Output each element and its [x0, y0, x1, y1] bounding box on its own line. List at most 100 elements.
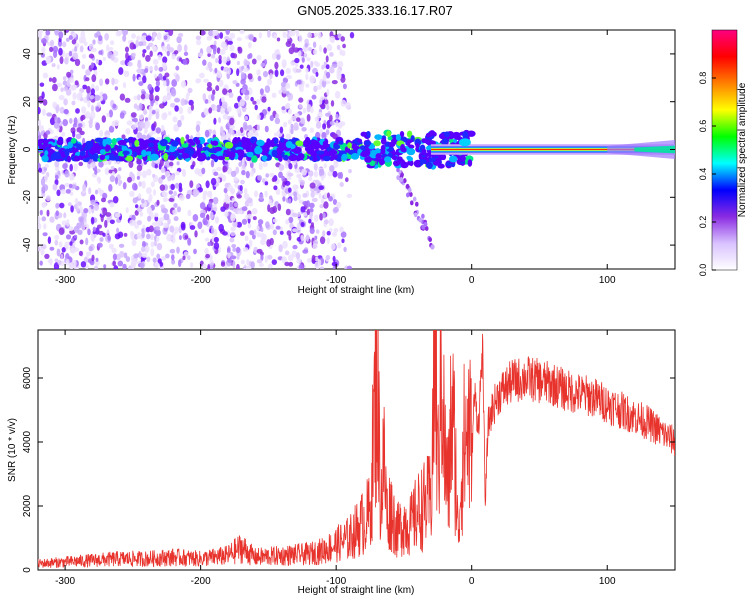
noise-cell — [146, 187, 152, 195]
noise-cell — [159, 261, 164, 267]
noise-cell — [278, 244, 283, 253]
noise-cell — [78, 250, 83, 257]
noise-cell — [257, 114, 261, 120]
band-cell — [448, 134, 454, 140]
noise-cell — [307, 32, 312, 39]
noise-cell — [54, 234, 60, 240]
noise-cell — [85, 77, 90, 82]
noise-cell — [153, 121, 157, 128]
band-cell — [168, 155, 175, 161]
noise-cell — [101, 93, 108, 101]
band-cell — [406, 148, 416, 156]
noise-cell — [72, 32, 77, 38]
noise-cell — [150, 181, 155, 188]
noise-cell — [289, 222, 294, 229]
noise-cell — [95, 58, 99, 65]
noise-cell — [282, 196, 286, 202]
noise-cell — [141, 231, 145, 238]
noise-cell — [97, 177, 102, 185]
noise-cell — [128, 160, 134, 169]
noise-cell — [51, 77, 57, 84]
noise-cell — [147, 83, 153, 91]
noise-cell — [284, 250, 290, 256]
noise-cell — [255, 132, 259, 137]
noise-cell — [264, 85, 271, 93]
band-cell — [331, 154, 338, 160]
noise-cell — [328, 196, 333, 202]
noise-cell — [237, 210, 243, 215]
noise-cell — [47, 259, 53, 264]
noise-cell — [269, 223, 274, 230]
band-cell — [322, 140, 328, 148]
noise-cell — [215, 57, 219, 64]
noise-cell — [221, 96, 225, 103]
noise-cell — [176, 161, 180, 166]
noise-cell — [62, 163, 68, 170]
noise-cell — [312, 243, 318, 250]
noise-cell — [166, 94, 172, 100]
noise-cell — [233, 202, 239, 208]
noise-cell — [45, 58, 51, 65]
noise-cell — [78, 161, 84, 167]
noise-cell — [325, 71, 331, 79]
noise-cell — [105, 78, 110, 85]
noise-cell — [310, 222, 314, 227]
noise-cell — [345, 102, 351, 110]
colorbar-label: Normalized spectral amplitude — [737, 82, 748, 217]
noise-cell — [311, 254, 316, 263]
noise-cell — [138, 41, 144, 47]
noise-cell — [213, 236, 219, 243]
noise-cell — [257, 219, 264, 225]
noise-cell — [322, 123, 327, 130]
band-cell — [66, 155, 72, 163]
noise-cell — [171, 259, 176, 265]
noise-cell — [336, 44, 341, 51]
noise-cell — [38, 215, 41, 224]
noise-cell — [336, 68, 342, 76]
carrier-bump — [458, 138, 471, 147]
band-cell — [73, 155, 81, 162]
noise-cell — [209, 211, 214, 220]
noise-cell — [38, 106, 41, 115]
noise-cell — [279, 126, 284, 134]
band-cell — [227, 151, 236, 159]
noise-cell — [175, 171, 180, 176]
noise-cell — [262, 178, 266, 184]
band-cell — [380, 144, 386, 151]
noise-cell — [65, 189, 71, 194]
noise-cell — [174, 105, 179, 112]
noise-cell — [95, 122, 100, 131]
noise-cell — [308, 176, 313, 181]
band-cell — [365, 131, 371, 138]
noise-cell — [277, 203, 282, 211]
noise-cell — [134, 210, 139, 216]
noise-cell — [266, 239, 272, 247]
noise-cell — [212, 44, 217, 52]
noise-cell — [137, 193, 142, 199]
noise-cell — [173, 203, 178, 208]
noise-cell — [165, 78, 170, 87]
noise-cell — [91, 47, 97, 53]
band-cell — [333, 144, 341, 150]
noise-cell — [173, 216, 179, 222]
noise-cell — [69, 247, 76, 254]
noise-cell — [329, 165, 335, 173]
noise-cell — [47, 236, 52, 244]
noise-cell — [65, 37, 70, 42]
noise-cell — [163, 213, 170, 221]
noise-cell — [287, 187, 292, 193]
noise-cell — [122, 263, 127, 269]
noise-cell — [229, 44, 235, 52]
noise-cell — [178, 32, 184, 38]
noise-cell — [256, 99, 261, 105]
noise-cell — [405, 183, 410, 189]
noise-cell — [91, 74, 97, 83]
band-cell — [386, 130, 392, 138]
noise-cell — [175, 182, 179, 189]
band-cell — [256, 139, 265, 147]
noise-cell — [54, 30, 60, 36]
noise-cell — [138, 102, 143, 111]
band-cell — [271, 149, 278, 157]
noise-cell — [315, 71, 319, 77]
noise-cell — [273, 185, 278, 191]
